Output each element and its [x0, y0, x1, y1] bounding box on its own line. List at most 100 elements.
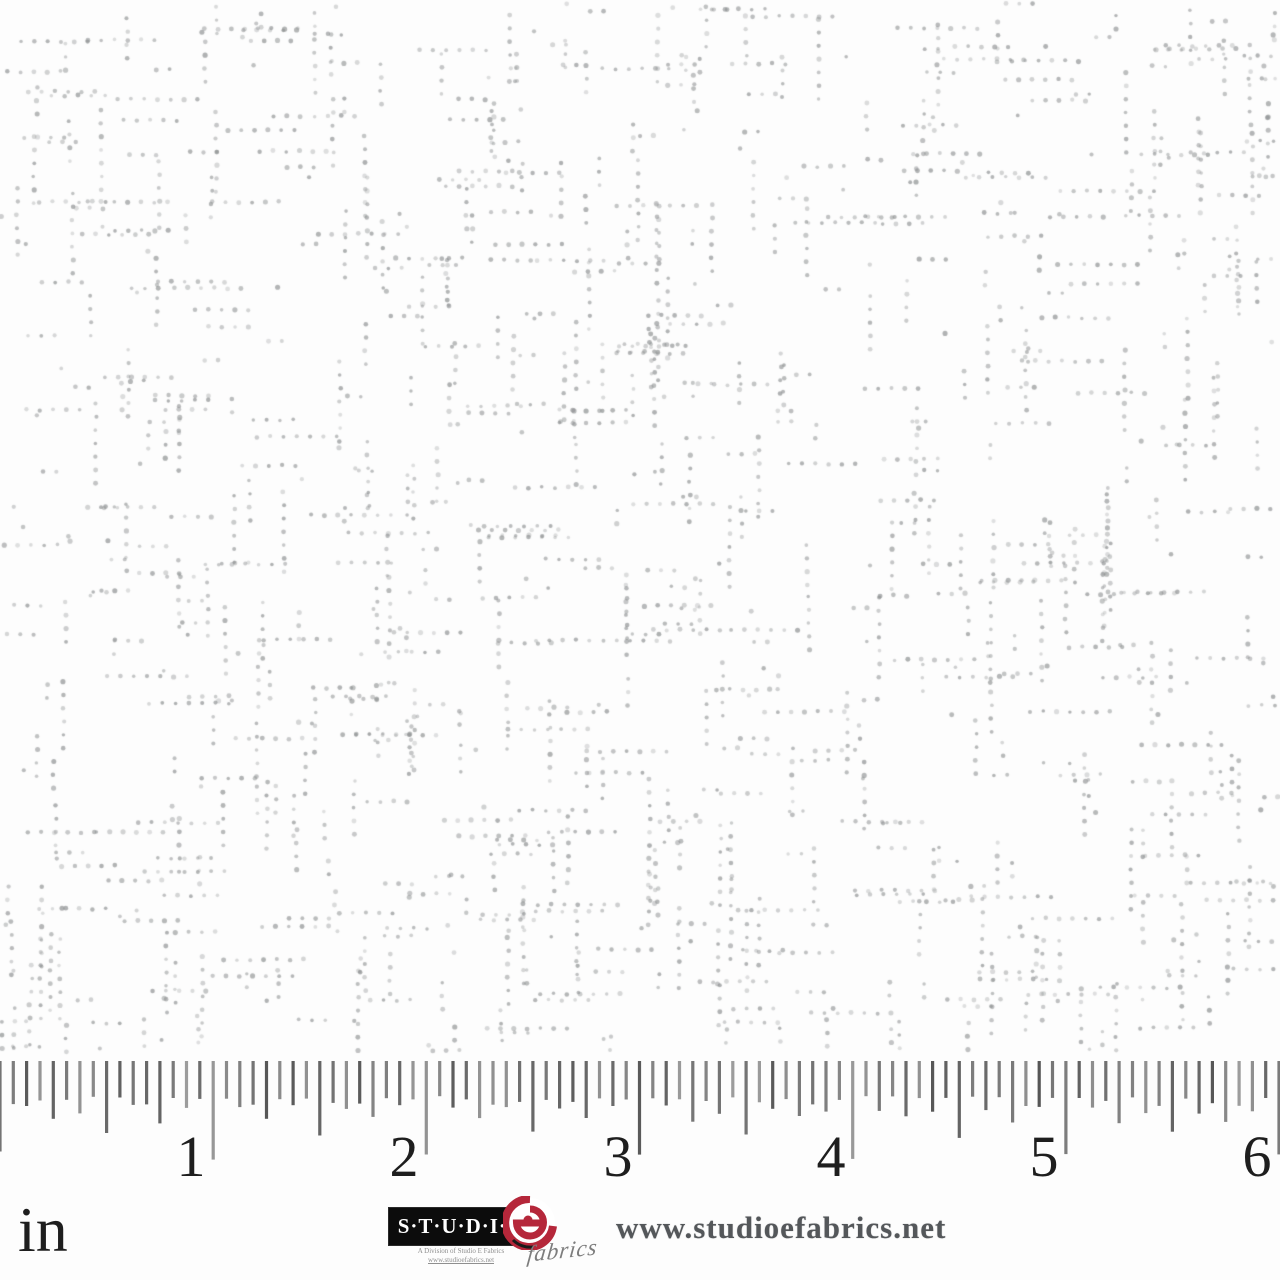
ruler-tick: [1011, 1061, 1015, 1123]
ruler-tick: [371, 1061, 375, 1117]
ruler-tick: [25, 1061, 29, 1106]
ruler-tick: [624, 1061, 628, 1100]
ruler-tick: [51, 1061, 55, 1119]
ruler-tick: [558, 1061, 562, 1109]
ruler-tick: [704, 1061, 708, 1101]
ruler-tick: [784, 1061, 788, 1100]
ruler-tick: [1037, 1061, 1041, 1107]
ruler-tick: [411, 1061, 415, 1100]
ruler-tick: [931, 1061, 935, 1112]
ruler-tick: [478, 1061, 482, 1119]
ruler-tick: [1104, 1061, 1108, 1101]
ruler-tick: [597, 1061, 602, 1099]
ruler-tick: [11, 1061, 15, 1105]
ruler-tick: [331, 1061, 335, 1103]
ruler-tick: [904, 1061, 908, 1117]
ruler-tick: [224, 1061, 229, 1099]
website-text: www.studioefabrics.net: [616, 1210, 947, 1245]
ruler-tick: [211, 1061, 215, 1160]
ruler-unit-label: in: [18, 1194, 68, 1265]
ruler-tick: [504, 1061, 508, 1108]
ruler-tick: [584, 1061, 588, 1118]
ruler-tick: [731, 1061, 735, 1098]
ruler-tick: [757, 1061, 761, 1103]
ruler-tick: [691, 1061, 695, 1122]
ruler-tick: [438, 1061, 442, 1097]
ruler-tick: [1264, 1061, 1268, 1098]
ruler-tick: [198, 1061, 202, 1099]
ruler-tick: [1157, 1061, 1161, 1106]
ruler-tick: [251, 1061, 255, 1105]
ruler-tick: [158, 1061, 162, 1124]
ruler-tick: [891, 1061, 895, 1097]
ruler-tick: [171, 1061, 175, 1098]
ruler-tick: [1090, 1061, 1095, 1108]
ruler-tick: [917, 1061, 921, 1099]
ruler-tick: [824, 1061, 828, 1112]
ruler-tick: [637, 1061, 642, 1155]
ruler-tick: [1144, 1061, 1148, 1114]
ruler-tick: [971, 1061, 975, 1097]
ruler-tick: [1064, 1061, 1068, 1155]
ruler-tick: [1170, 1061, 1174, 1132]
ruler-tick: [851, 1061, 855, 1159]
ruler-tick: [384, 1061, 388, 1099]
ruler-tick: [1237, 1061, 1241, 1106]
ruler-tick: [1197, 1061, 1201, 1114]
ruler-tick: [611, 1061, 615, 1106]
ruler-tick: [424, 1061, 428, 1155]
ruler-tick: [797, 1061, 801, 1116]
ruler-number: 2: [389, 1124, 419, 1189]
ruler-tick: [531, 1061, 535, 1132]
ruler-tick: [318, 1061, 322, 1136]
ruler-tick: [1050, 1061, 1055, 1098]
ruler-tick: [837, 1061, 841, 1100]
ruler-tick: [491, 1061, 495, 1105]
ruler-number: 5: [1029, 1124, 1059, 1189]
ruler-tick: [744, 1061, 748, 1135]
ruler-tick: [664, 1061, 668, 1106]
ruler-tick: [464, 1061, 468, 1100]
ruler-tick: [997, 1061, 1001, 1098]
ruler-tick: [877, 1061, 881, 1111]
ruler-tick: [677, 1061, 682, 1100]
ruler-tick: [1210, 1061, 1214, 1104]
ruler-tick: [278, 1061, 282, 1100]
ruler-tick: [1077, 1061, 1081, 1098]
ruler-tick: [771, 1061, 775, 1109]
ruler-number: 6: [1242, 1124, 1272, 1189]
ruler-tick: [145, 1061, 149, 1105]
ruler-tick: [944, 1061, 948, 1098]
ruler-tick: [38, 1061, 42, 1101]
ruler-tick: [864, 1061, 868, 1097]
ruler-tick: [304, 1061, 308, 1099]
ruler-tick: [1117, 1061, 1121, 1124]
ruler-tick: [0, 1061, 2, 1152]
ruler-tick: [184, 1061, 189, 1108]
ruler-tick: [651, 1061, 655, 1099]
ruler-tick: [811, 1061, 815, 1105]
ruler-tick: [344, 1061, 348, 1109]
ruler-tick: [1184, 1061, 1188, 1099]
ruler-tick: [571, 1061, 575, 1102]
ruler-tick: [131, 1061, 135, 1105]
ruler-tick: [291, 1061, 295, 1106]
ruler-tick: [65, 1061, 69, 1100]
ruler-ticks: [0, 1061, 1280, 1160]
ruler-tick: [544, 1061, 548, 1100]
ruler-tick: [118, 1061, 122, 1098]
ruler-tick: [518, 1061, 522, 1102]
ruler-tick: [957, 1061, 961, 1138]
ruler-tick: [1130, 1061, 1135, 1098]
ruler-tick: [1277, 1061, 1280, 1155]
ruler-tick: [1250, 1061, 1254, 1112]
ruler-tick: [717, 1061, 721, 1114]
ruler-tick: [238, 1061, 242, 1108]
ruler-tick: [398, 1061, 402, 1106]
ruler-tick: [984, 1061, 988, 1111]
ruler-tick: [1024, 1061, 1028, 1106]
ruler-tick: [78, 1061, 82, 1114]
ruler-tick: [451, 1061, 455, 1108]
